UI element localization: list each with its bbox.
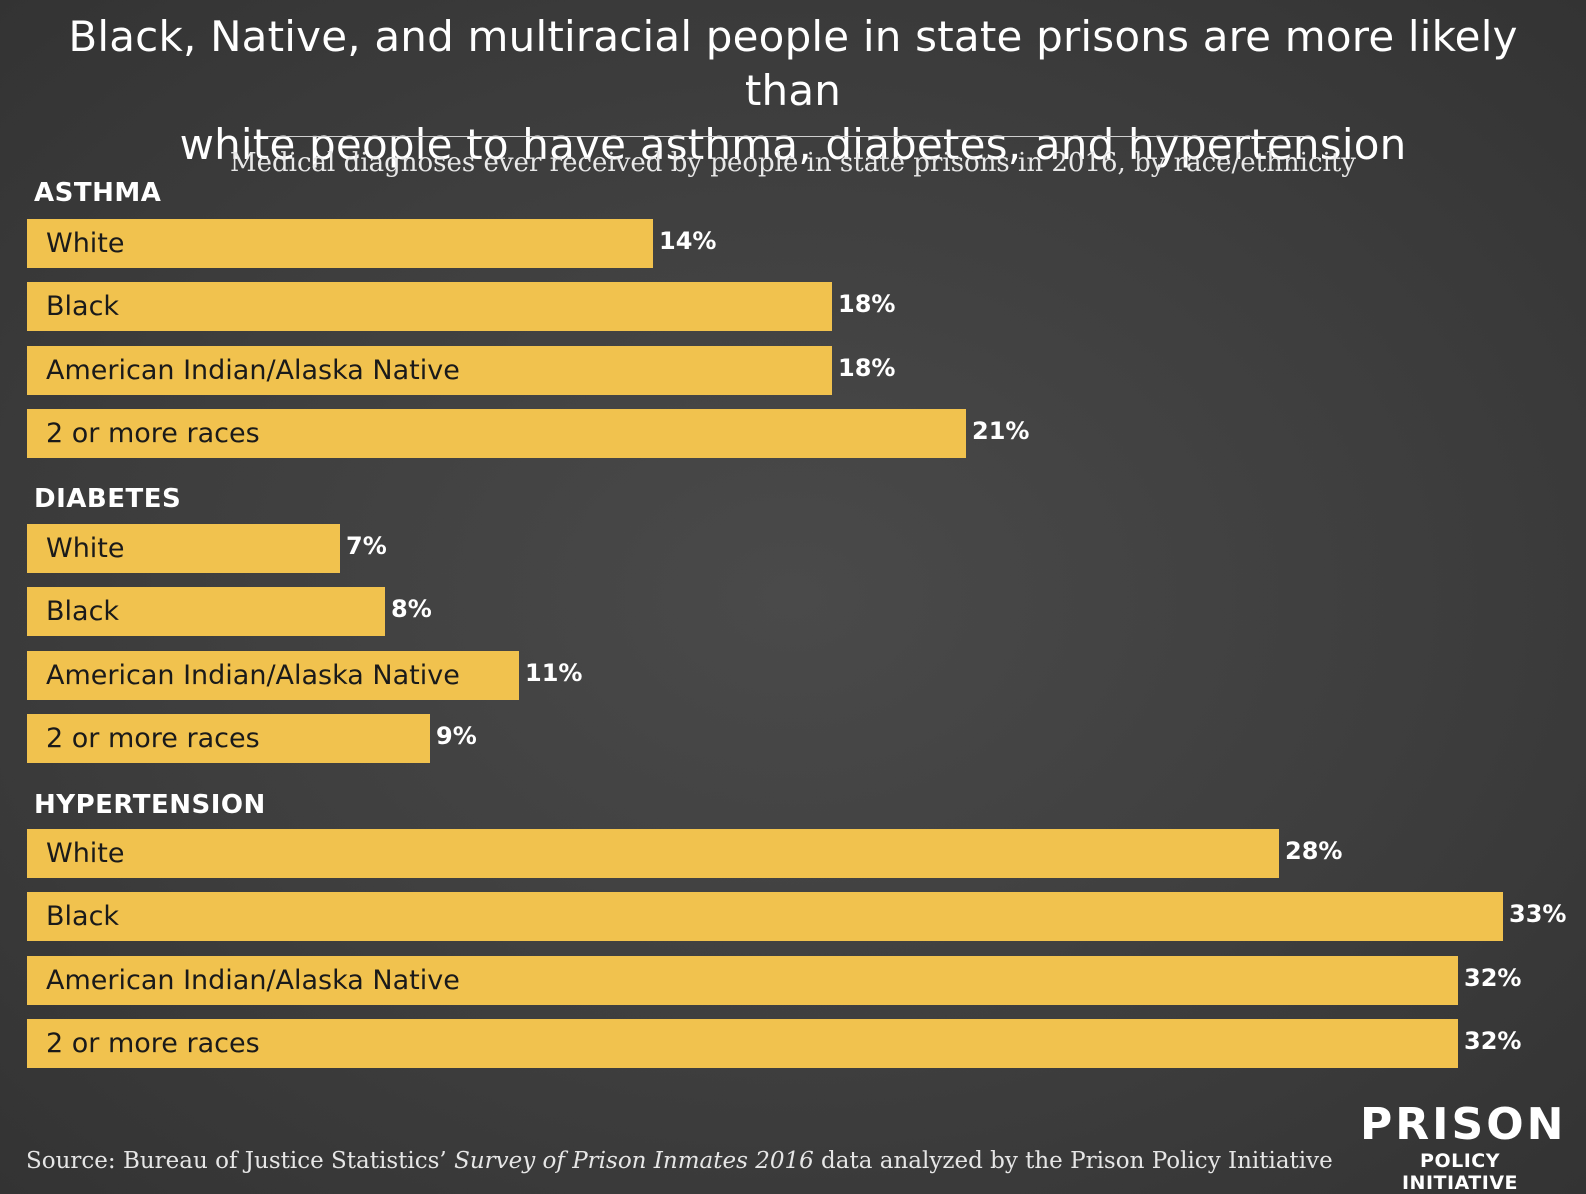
bar-value-label: 33% (1509, 900, 1567, 928)
chart-subtitle: Medical diagnoses ever received by peopl… (230, 148, 1356, 178)
bar-value-label: 32% (1464, 1027, 1522, 1055)
source-note: Source: Bureau of Justice Statistics’ Su… (26, 1148, 1333, 1174)
bar-diabetes-2: American Indian/Alaska Native (27, 651, 519, 700)
bar-category-label: American Indian/Alaska Native (46, 660, 460, 691)
bar-asthma-0: White (27, 219, 653, 268)
bar-diabetes-3: 2 or more races (27, 714, 430, 763)
bar-hypertension-2: American Indian/Alaska Native (27, 956, 1458, 1005)
bar-category-label: Black (46, 901, 120, 932)
bar-value-label: 28% (1285, 837, 1343, 865)
bar-category-label: White (46, 533, 125, 564)
group-label-diabetes: DIABETES (34, 484, 182, 514)
group-label-asthma: ASTHMA (34, 178, 162, 208)
bar-category-label: White (46, 838, 125, 869)
bar-hypertension-1: Black (27, 892, 1503, 941)
bar-value-label: 9% (436, 722, 477, 750)
bar-diabetes-1: Black (27, 587, 385, 636)
chart-title-line2: white people to have asthma, diabetes, a… (179, 120, 1407, 169)
bar-asthma-1: Black (27, 282, 832, 331)
bar-value-label: 8% (391, 595, 432, 623)
chart-title: Black, Native, and multiracial people in… (20, 10, 1566, 172)
bar-value-label: 7% (346, 532, 387, 560)
bar-category-label: 2 or more races (46, 1028, 260, 1059)
bar-diabetes-0: White (27, 524, 340, 573)
bar-category-label: American Indian/Alaska Native (46, 965, 460, 996)
bar-value-label: 14% (659, 227, 717, 255)
logo-bottom-text: POLICY INITIATIVE (1401, 1150, 1518, 1194)
bar-value-label: 18% (838, 290, 896, 318)
bar-hypertension-0: White (27, 829, 1279, 878)
bar-category-label: 2 or more races (46, 723, 260, 754)
bar-value-label: 11% (525, 659, 583, 687)
bar-category-label: Black (46, 596, 120, 627)
source-prefix: Source: Bureau of Justice Statistics’ (26, 1148, 455, 1174)
prison-policy-initiative-logo: PRISON POLICY INITIATIVE (1360, 1099, 1567, 1194)
bar-asthma-3: 2 or more races (27, 409, 966, 458)
bar-value-label: 21% (972, 417, 1030, 445)
bar-category-label: American Indian/Alaska Native (46, 355, 460, 386)
source-italic: Survey of Prison Inmates 2016 (454, 1148, 814, 1174)
bar-hypertension-3: 2 or more races (27, 1019, 1458, 1068)
source-suffix: data analyzed by the Prison Policy Initi… (813, 1148, 1333, 1174)
bar-asthma-2: American Indian/Alaska Native (27, 346, 832, 395)
logo-top-text: PRISON (1360, 1099, 1567, 1150)
group-label-hypertension: HYPERTENSION (34, 790, 266, 820)
bar-category-label: Black (46, 291, 120, 322)
title-divider (268, 136, 1312, 137)
bar-value-label: 32% (1464, 964, 1522, 992)
bar-category-label: 2 or more races (46, 418, 260, 449)
bar-value-label: 18% (838, 354, 896, 382)
chart-title-line1: Black, Native, and multiracial people in… (68, 12, 1518, 115)
bar-category-label: White (46, 228, 125, 259)
